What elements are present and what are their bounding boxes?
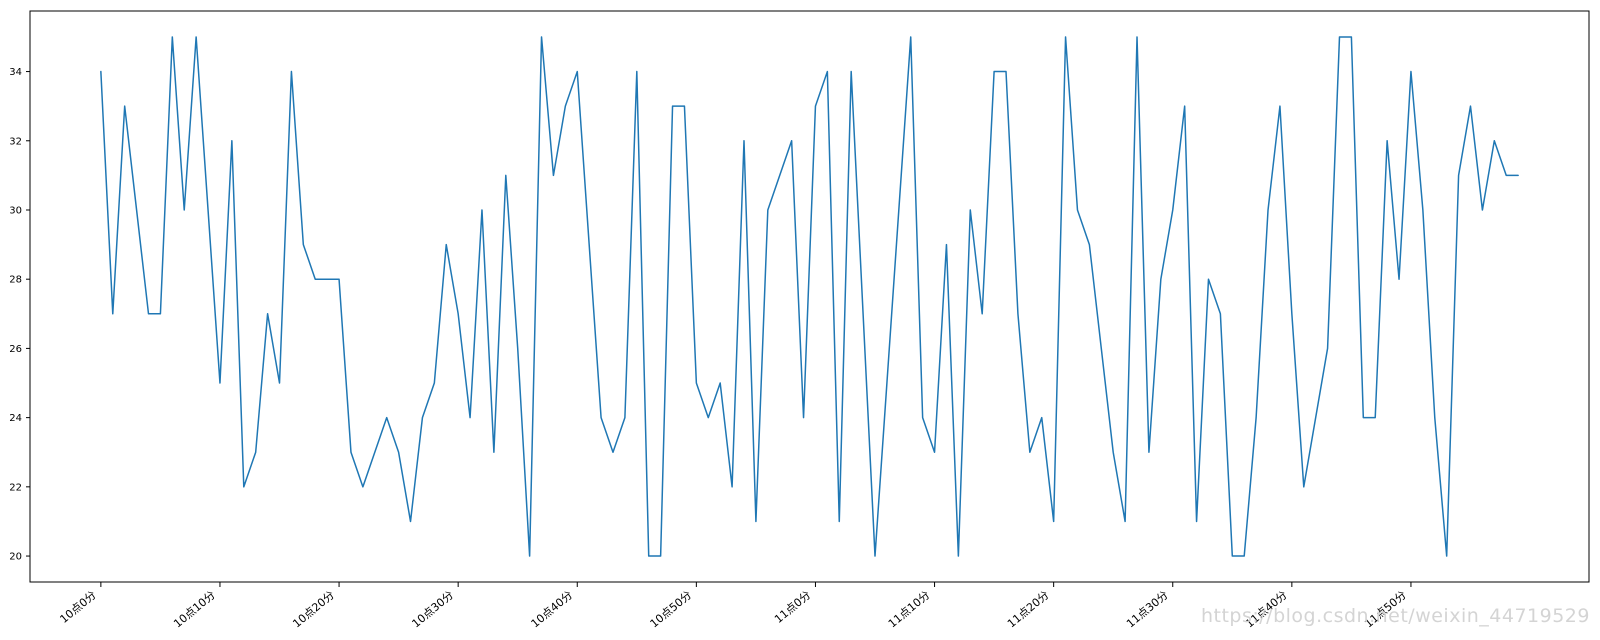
- y-axis-tick-label: 32: [9, 136, 22, 147]
- y-axis-tick-label: 22: [9, 482, 22, 493]
- y-axis-tick-label: 28: [9, 275, 22, 286]
- y-axis-tick-label: 34: [9, 67, 22, 78]
- y-axis-tick-label: 26: [9, 344, 22, 355]
- y-axis-tick-label: 24: [9, 413, 22, 424]
- y-axis-tick-label: 20: [9, 552, 22, 563]
- data-line-series: [100, 36, 1519, 557]
- axes-spines: [29, 10, 1590, 583]
- watermark-text: https://blog.csdn.net/weixin_44719529: [1201, 605, 1590, 627]
- y-axis-tick-label: 30: [9, 205, 22, 216]
